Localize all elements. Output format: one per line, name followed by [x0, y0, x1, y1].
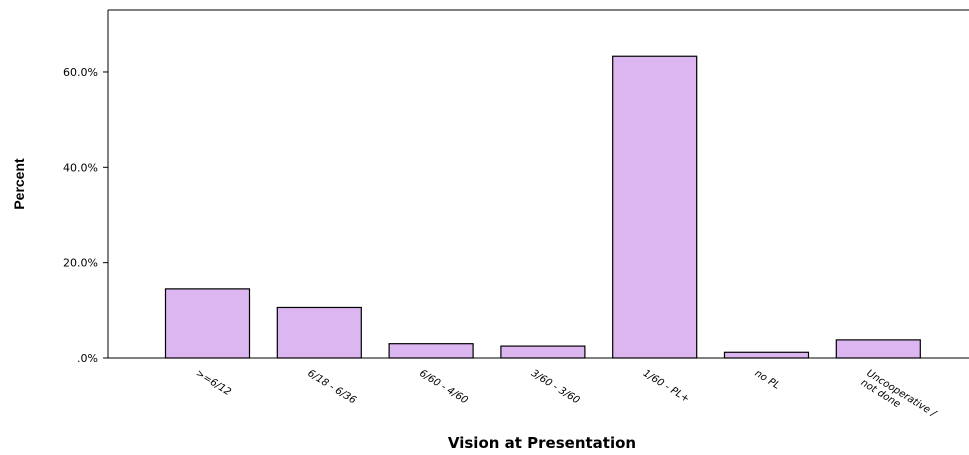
x-tick-label: 6/18 - 6/36 [305, 368, 357, 406]
x-tick-label: no PL [753, 368, 782, 392]
x-tick-label-line: 6/18 - 6/36 [305, 368, 357, 406]
x-tick-label-line: 6/60 - 4/60 [417, 368, 469, 406]
x-axis-title: Vision at Presentation [448, 434, 636, 452]
bar [612, 55, 698, 359]
chart-bars [164, 55, 921, 359]
y-tick-label: .0% [77, 352, 98, 365]
x-tick-label-line: 3/60 - 3/60 [529, 368, 581, 406]
bar [723, 351, 810, 359]
y-axis-ticks: .0% 20.0% 40.0% 60.0% [63, 66, 108, 365]
bar [835, 339, 921, 359]
x-tick-label-line: 1/60 - PL+ [641, 368, 691, 405]
x-tick-label: Uncooperative /not done [859, 368, 939, 420]
x-tick-label: 1/60 - PL+ [641, 368, 691, 405]
x-tick-label: 3/60 - 3/60 [529, 368, 581, 406]
y-axis-title: Percent [11, 158, 27, 210]
bar [164, 288, 251, 359]
bar [276, 306, 362, 359]
y-tick-label: 60.0% [63, 66, 98, 79]
x-tick-label: >=6/12 [194, 368, 233, 398]
bar [388, 343, 474, 359]
x-axis-category-labels: >=6/12 6/18 - 6/36 6/60 - 4/60 3/60 - 3/60 1… [194, 368, 939, 420]
y-tick-label: 20.0% [63, 257, 98, 270]
y-tick-label: 40.0% [63, 161, 98, 174]
x-tick-label: 6/60 - 4/60 [417, 368, 469, 406]
x-tick-label-line: no PL [753, 368, 782, 392]
bar [500, 345, 586, 359]
x-tick-label-line: >=6/12 [194, 368, 233, 398]
